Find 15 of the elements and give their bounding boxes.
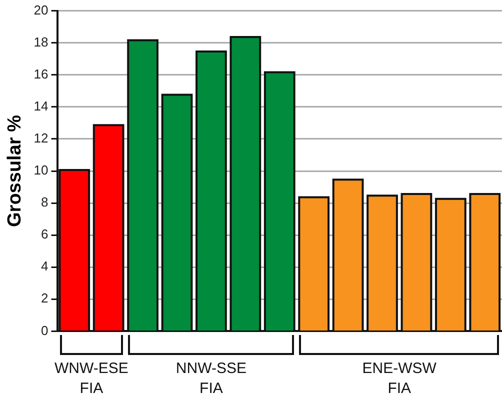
y-tick-label: 2 (41, 290, 48, 306)
y-tick-label: 16 (34, 66, 48, 82)
y-tick-label: 18 (34, 34, 48, 50)
y-tick-label: 20 (34, 2, 48, 18)
y-tick-label: 14 (34, 98, 48, 114)
y-tick-label: 10 (34, 162, 48, 178)
text: ENE-WSW FIA (361, 359, 438, 400)
y-tick-label: 8 (41, 194, 48, 210)
y-tick-label: 6 (41, 226, 48, 242)
y-axis-title: Grossular % (4, 114, 26, 227)
y-tick-label: 0 (41, 322, 48, 338)
y-tick-label: 4 (41, 258, 48, 274)
y-tick-label: 12 (34, 130, 48, 146)
text: WNW-ESE FIA (54, 359, 130, 400)
text: NNW-SSE FIA (174, 359, 248, 400)
